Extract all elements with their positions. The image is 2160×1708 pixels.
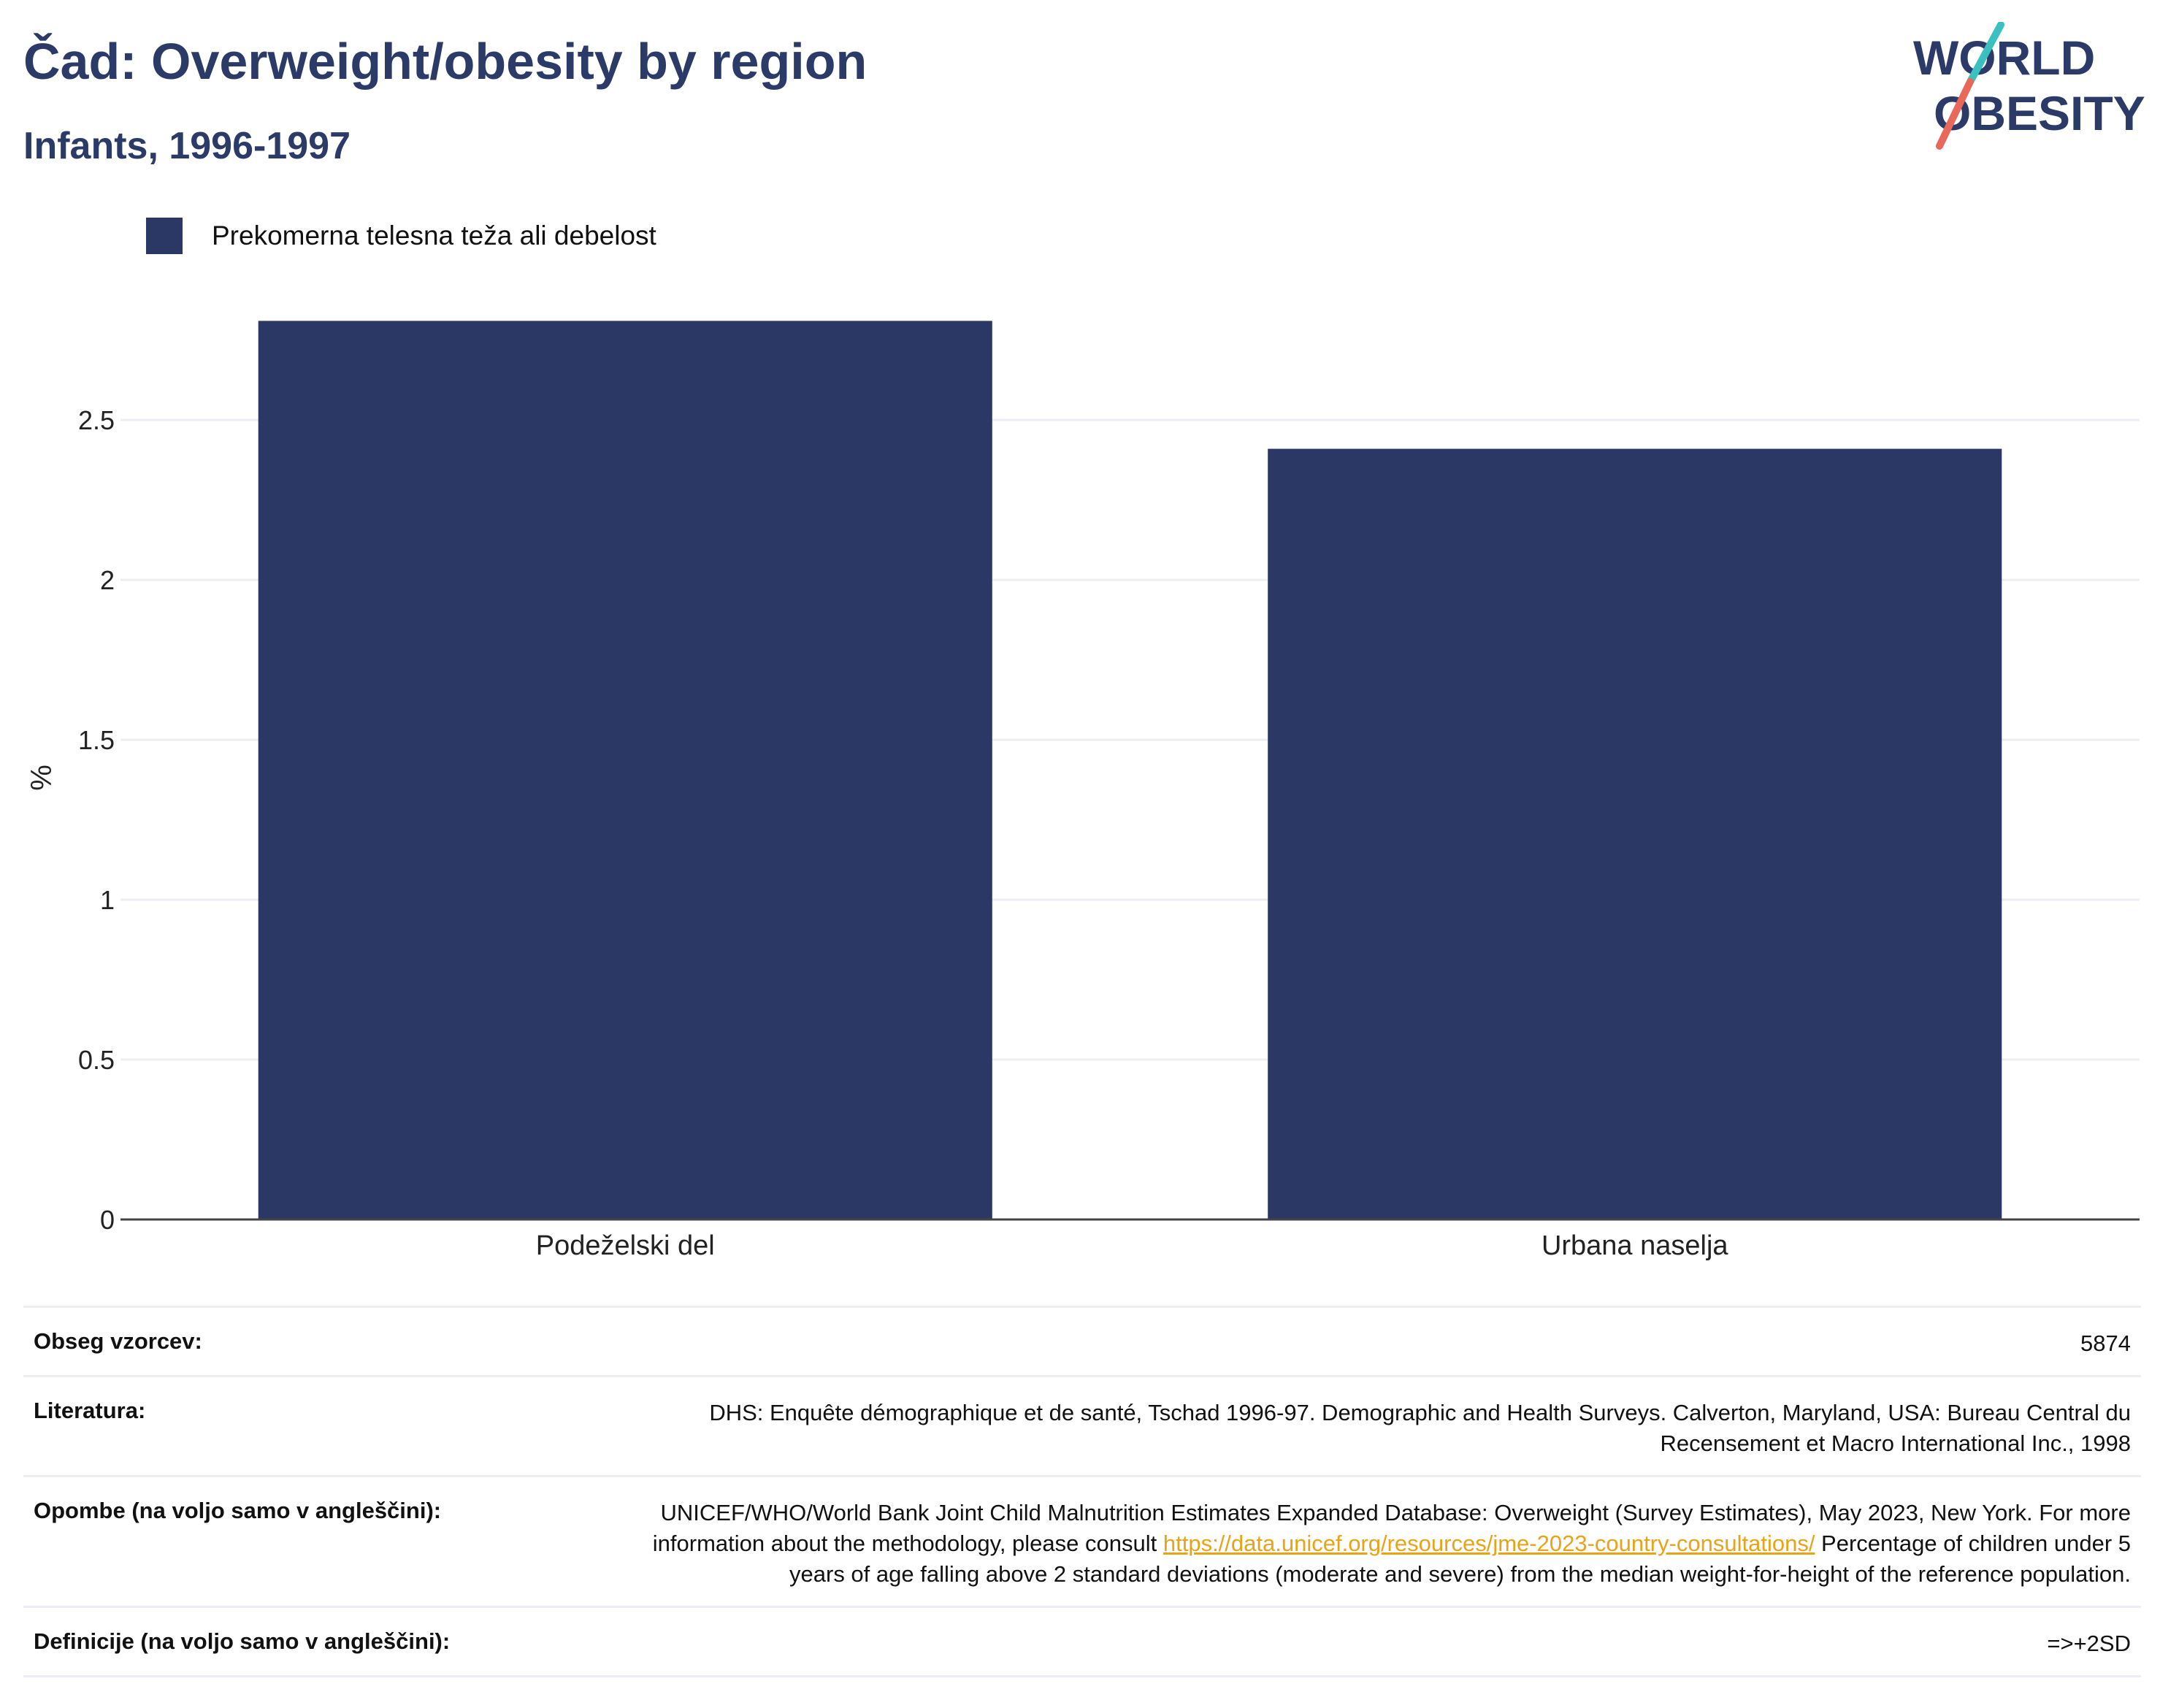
info-key: Obseg vzorcev:	[34, 1328, 202, 1354]
chart-subtitle: Infants, 1996-1997	[23, 125, 351, 167]
chart-title: Čad: Overweight/obesity by region	[23, 33, 868, 90]
notes-text-after: Percentage of children under 5 years of …	[789, 1531, 2131, 1587]
methodology-link[interactable]: https://data.unicef.org/resources/jme-20…	[1163, 1531, 1815, 1556]
info-key: Opombe (na voljo samo v angleščini):	[34, 1498, 442, 1523]
svg-text:WORLD: WORLD	[1913, 31, 2095, 85]
bar-chart: 0 0.5 1 1.5 2 2.5 Podeželski del Urbana naselja…	[26, 321, 2140, 1261]
info-key: Literatura:	[34, 1398, 146, 1423]
info-table: Obseg vzorcev: 5874 Literatura: DHS: Enq…	[23, 1306, 2141, 1677]
info-key: Definicije (na voljo samo v angleščini):	[34, 1628, 451, 1654]
svg-text:OBESITY: OBESITY	[1934, 86, 2145, 140]
x-category-label: Podeželski del	[536, 1230, 715, 1261]
y-tick-label: 2.5	[78, 405, 115, 435]
y-axis-label: %	[26, 765, 58, 791]
info-value: UNICEF/WHO/World Bank Joint Child Malnut…	[612, 1498, 2131, 1590]
notes-text-before: UNICEF/WHO/World Bank Joint Child Malnut…	[652, 1500, 2131, 1556]
y-tick-label: 0	[100, 1205, 115, 1235]
info-row-sample-size: Obseg vzorcev: 5874	[23, 1306, 2141, 1375]
legend: Prekomerna telesna teža ali debelost	[146, 218, 656, 254]
info-row-definitions: Definicije (na voljo samo v angleščini):…	[23, 1606, 2141, 1677]
info-row-literature: Literatura: DHS: Enquête démographique e…	[23, 1375, 2141, 1475]
legend-label: Prekomerna telesna teža ali debelost	[212, 221, 656, 250]
world-obesity-logo: WORLD OBESITY	[1913, 22, 2145, 150]
info-value: 5874	[2080, 1330, 2131, 1356]
y-tick-label: 0.5	[78, 1045, 115, 1075]
y-tick-label: 1	[100, 885, 115, 915]
bar	[258, 321, 992, 1219]
info-value: DHS: Enquête démographique et de santé, …	[709, 1400, 2131, 1456]
bar	[1268, 448, 2002, 1219]
info-value: =>+2SD	[2047, 1631, 2131, 1656]
x-category-label: Urbana naselja	[1542, 1230, 1728, 1261]
y-tick-label: 2	[100, 565, 115, 595]
y-tick-label: 1.5	[78, 725, 115, 755]
info-row-notes: Opombe (na voljo samo v angleščini): UNI…	[23, 1475, 2141, 1606]
legend-swatch	[146, 218, 183, 254]
